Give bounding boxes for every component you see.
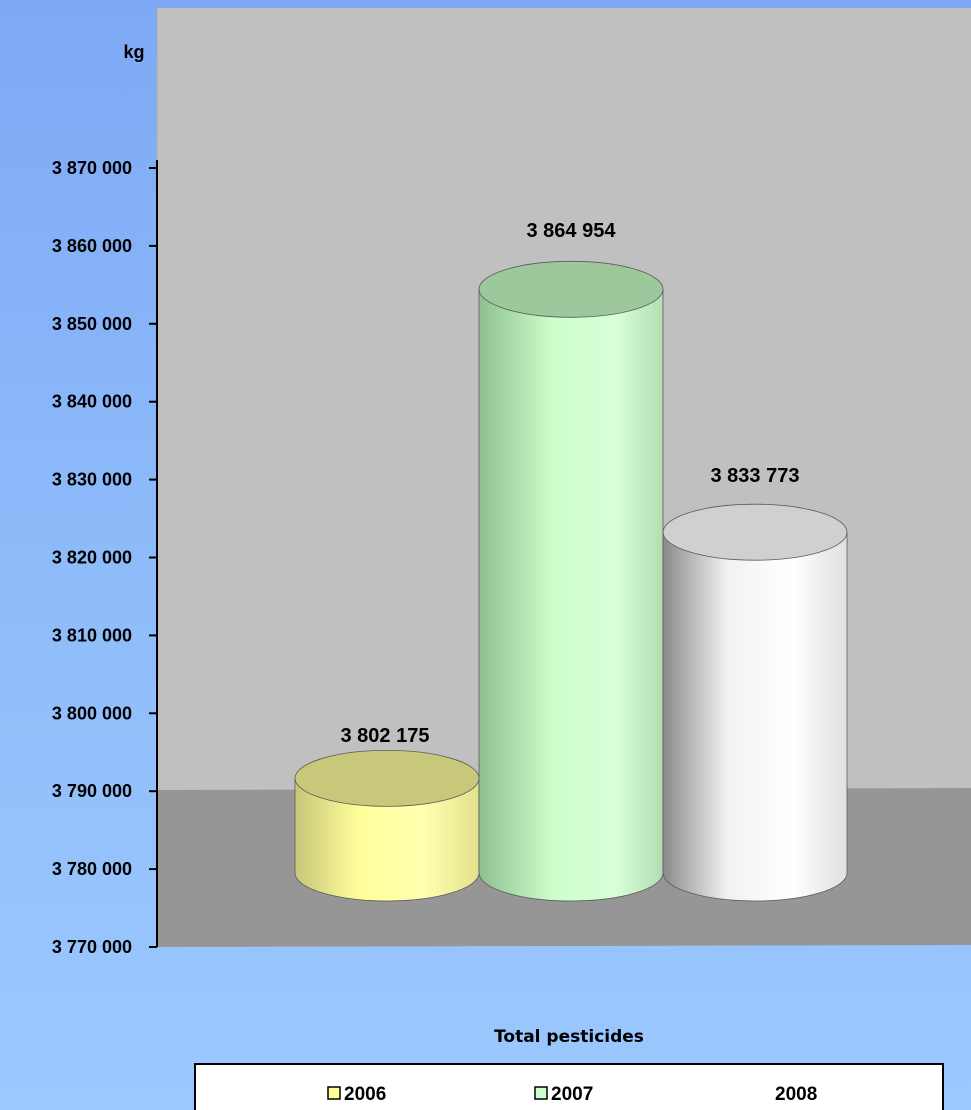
category-label: Total pesticides [494, 1027, 644, 1047]
cylinder-top-2008 [662, 503, 848, 561]
legend-item-2006: 2006 [327, 1084, 386, 1105]
data-label-2007: 3 864 954 [527, 220, 617, 242]
y-axis-unit-label: kg [123, 42, 144, 62]
legend-label-2006: 2006 [344, 1084, 386, 1105]
legend-label-2007: 2007 [551, 1084, 593, 1105]
data-label-2008: 3 833 773 [711, 465, 800, 487]
bar-2006: 3 802 175 [294, 725, 480, 902]
cylinder-top-2007 [478, 260, 664, 318]
legend-box [194, 1063, 944, 1110]
y-tick-label: 3 850 000 [52, 314, 132, 334]
cylinder-body-2008 [662, 531, 848, 902]
bars-group: 3 802 175 3 864 954 3 833 773 [294, 220, 848, 902]
legend-label-2008: 2008 [775, 1084, 817, 1105]
legend-swatch-2007 [534, 1086, 548, 1100]
y-tick-label: 3 770 000 [52, 937, 132, 957]
legend: 2006 2007 2008 [327, 1084, 817, 1105]
y-axis: 3 770 000 3 780 000 3 790 000 3 800 000 3 81… [52, 158, 157, 957]
y-tick-label: 3 870 000 [52, 158, 132, 178]
y-tick-label: 3 810 000 [52, 625, 132, 645]
bar-2008: 3 833 773 [662, 465, 848, 902]
y-tick-label: 3 830 000 [52, 470, 132, 490]
y-tick-label: 3 840 000 [52, 392, 132, 412]
y-tick-label: 3 820 000 [52, 548, 132, 568]
y-tick-label: 3 860 000 [52, 236, 132, 256]
data-label-2006: 3 802 175 [341, 725, 430, 747]
y-tick-label: 3 800 000 [52, 703, 132, 723]
cylinder-body-2006 [294, 777, 480, 902]
y-tick-label: 3 780 000 [52, 859, 132, 879]
cylinder-body-2007 [478, 288, 664, 902]
bar-2007: 3 864 954 [478, 220, 664, 902]
legend-item-2008: 2008 [775, 1084, 817, 1105]
cylinder-top-2006 [294, 749, 480, 807]
legend-item-2007: 2007 [534, 1084, 593, 1105]
y-tick-label: 3 790 000 [52, 781, 132, 801]
legend-swatch-2006 [327, 1086, 341, 1100]
